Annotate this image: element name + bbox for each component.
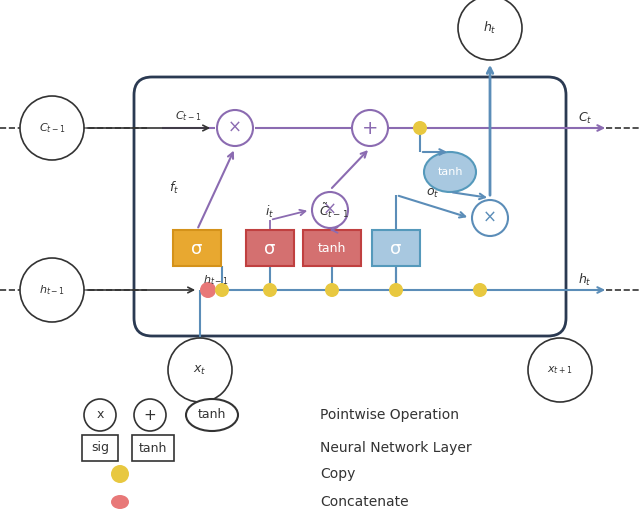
Circle shape — [215, 283, 229, 297]
Text: Pointwise Operation: Pointwise Operation — [320, 408, 459, 422]
Text: $o_t$: $o_t$ — [426, 187, 440, 200]
Ellipse shape — [424, 152, 476, 192]
Text: $h_t$: $h_t$ — [578, 272, 591, 288]
Text: $\tilde{C}_{t-1}$: $\tilde{C}_{t-1}$ — [319, 201, 349, 220]
Text: ×: × — [228, 119, 242, 137]
Text: +: + — [143, 409, 156, 423]
Ellipse shape — [111, 495, 129, 509]
Circle shape — [528, 338, 592, 402]
Text: ×: × — [323, 201, 337, 219]
Ellipse shape — [186, 399, 238, 431]
Text: $h_{t-1}$: $h_{t-1}$ — [203, 273, 229, 287]
Text: tanh: tanh — [139, 441, 167, 455]
Text: tanh: tanh — [437, 167, 463, 177]
Circle shape — [352, 110, 388, 146]
Text: $C_{t-1}$: $C_{t-1}$ — [175, 109, 202, 123]
Text: x: x — [96, 409, 104, 421]
Circle shape — [168, 338, 232, 402]
Text: Concatenate: Concatenate — [320, 495, 408, 509]
Circle shape — [134, 399, 166, 431]
Circle shape — [20, 96, 84, 160]
Circle shape — [200, 282, 216, 298]
Text: $C_{t-1}$: $C_{t-1}$ — [38, 121, 65, 135]
Circle shape — [458, 0, 522, 60]
Text: σ: σ — [264, 240, 276, 258]
Text: ×: × — [483, 209, 497, 227]
Circle shape — [84, 399, 116, 431]
Text: Neural Network Layer: Neural Network Layer — [320, 441, 472, 455]
Circle shape — [111, 465, 129, 483]
Text: Copy: Copy — [320, 467, 355, 481]
Circle shape — [325, 283, 339, 297]
Text: +: + — [362, 119, 378, 138]
FancyBboxPatch shape — [132, 435, 174, 461]
Text: tanh: tanh — [318, 243, 346, 255]
FancyBboxPatch shape — [303, 230, 361, 266]
Text: sig: sig — [91, 441, 109, 455]
Text: $x_{t+1}$: $x_{t+1}$ — [547, 364, 573, 376]
FancyBboxPatch shape — [82, 435, 118, 461]
Circle shape — [263, 283, 277, 297]
Text: σ: σ — [191, 240, 203, 258]
Text: σ: σ — [390, 240, 402, 258]
FancyBboxPatch shape — [372, 230, 420, 266]
Circle shape — [217, 110, 253, 146]
Circle shape — [389, 283, 403, 297]
FancyBboxPatch shape — [173, 230, 221, 266]
FancyBboxPatch shape — [246, 230, 294, 266]
Text: $h_t$: $h_t$ — [483, 20, 497, 36]
Text: $f_t$: $f_t$ — [169, 180, 179, 196]
Circle shape — [473, 283, 487, 297]
Circle shape — [312, 192, 348, 228]
Circle shape — [472, 200, 508, 236]
Text: tanh: tanh — [198, 409, 226, 421]
Text: $h_{t-1}$: $h_{t-1}$ — [39, 283, 65, 297]
Circle shape — [20, 258, 84, 322]
Text: $x_t$: $x_t$ — [193, 364, 207, 376]
Text: $i_t$: $i_t$ — [266, 204, 275, 220]
Text: $C_t$: $C_t$ — [578, 110, 593, 126]
Circle shape — [413, 121, 427, 135]
